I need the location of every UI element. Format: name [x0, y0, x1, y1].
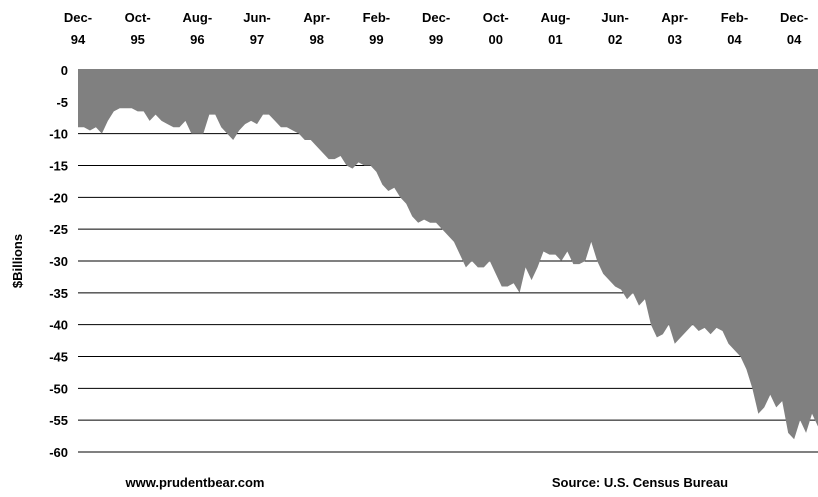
y-tick-label: -40 — [49, 318, 68, 333]
x-tick-label: Jun-97 — [243, 10, 270, 47]
x-tick-label: Feb-04 — [721, 10, 748, 47]
x-tick-label: Feb-99 — [363, 10, 390, 47]
x-tick-label: Dec-94 — [64, 10, 92, 47]
y-tick-label: 0 — [61, 63, 68, 78]
x-tick-label: Jun-02 — [601, 10, 628, 47]
y-tick-label: -50 — [49, 381, 68, 396]
x-tick-label: Dec-99 — [422, 10, 450, 47]
y-tick-label: -30 — [49, 254, 68, 269]
x-tick-label: Apr-98 — [303, 10, 330, 47]
y-tick-label: -25 — [49, 222, 68, 237]
x-tick-label: Oct-95 — [125, 10, 151, 47]
x-tick-label: Aug-96 — [183, 10, 213, 47]
y-axis-label: $Billions — [10, 234, 25, 288]
y-tick-label: -45 — [49, 350, 68, 365]
y-tick-label: -20 — [49, 190, 68, 205]
y-tick-label: -55 — [49, 413, 68, 428]
y-tick-label: -10 — [49, 127, 68, 142]
y-tick-label: -60 — [49, 445, 68, 460]
x-tick-label: Apr-03 — [661, 10, 688, 47]
footer-right: Source: U.S. Census Bureau — [552, 475, 728, 490]
y-tick-label: -15 — [49, 159, 68, 174]
y-tick-label: -5 — [56, 95, 68, 110]
x-tick-label: Dec-04 — [780, 10, 808, 47]
x-tick-label: Aug-01 — [541, 10, 571, 47]
footer-left: www.prudentbear.com — [125, 475, 265, 490]
y-tick-label: -35 — [49, 286, 68, 301]
area — [78, 70, 818, 440]
x-tick-label: Oct-00 — [483, 10, 509, 47]
